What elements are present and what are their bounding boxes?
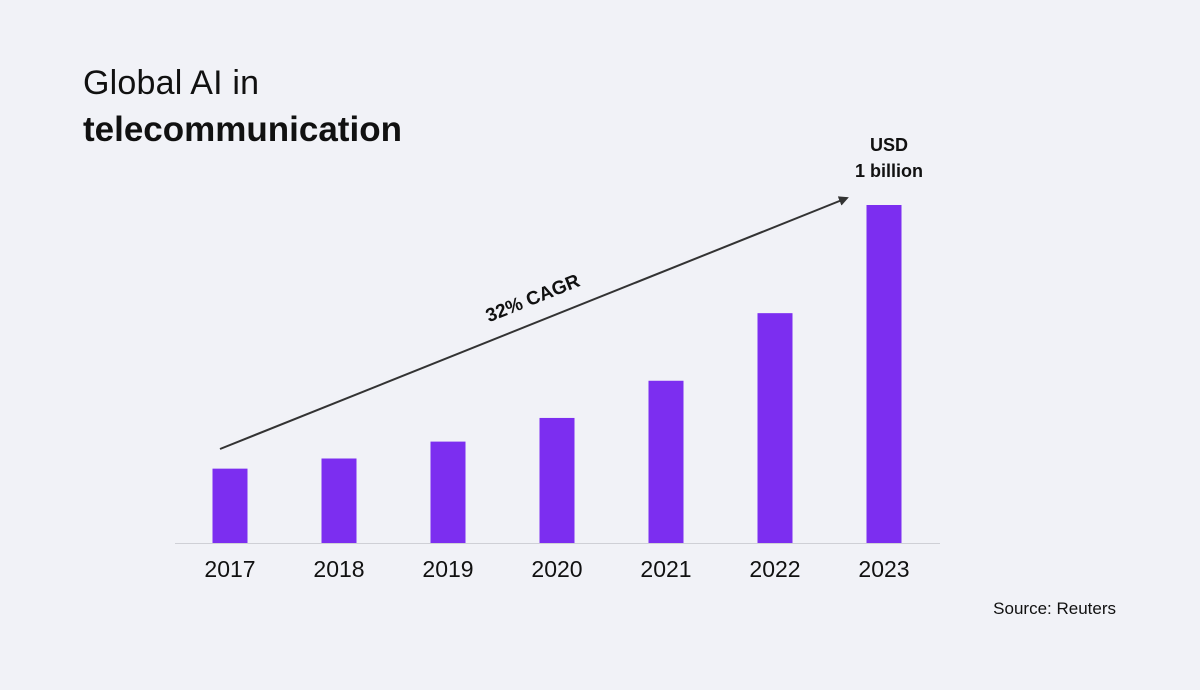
bar-2018	[321, 458, 357, 543]
bars-group	[212, 205, 902, 543]
x-tick-label-2017: 2017	[204, 556, 255, 582]
x-tick-label-2020: 2020	[531, 556, 582, 582]
cagr-trend-arrow	[219, 196, 849, 450]
end-value-label-line-2: 1 billion	[855, 161, 923, 181]
source-note: Source: Reuters	[993, 599, 1116, 618]
x-tick-label-2018: 2018	[313, 556, 364, 582]
bar-2019	[430, 441, 466, 543]
bar-2023	[866, 205, 902, 543]
bar-2020	[539, 417, 575, 543]
chart-title-line-2: telecommunication	[83, 110, 402, 149]
bar-2017	[212, 468, 248, 543]
x-tick-label-2019: 2019	[422, 556, 473, 582]
cagr-label: 32% CAGR	[483, 271, 583, 327]
x-tick-label-2022: 2022	[749, 556, 800, 582]
x-tick-label-2021: 2021	[640, 556, 691, 582]
bar-2022	[757, 313, 793, 543]
chart-title-line-1: Global AI in	[83, 64, 260, 102]
end-value-label-line-1: USD	[870, 135, 908, 155]
x-tick-labels: 2017 2018 2019 2020 2021 2022 2023	[204, 556, 909, 582]
x-tick-label-2023: 2023	[858, 556, 909, 582]
bar-2021	[648, 380, 684, 543]
